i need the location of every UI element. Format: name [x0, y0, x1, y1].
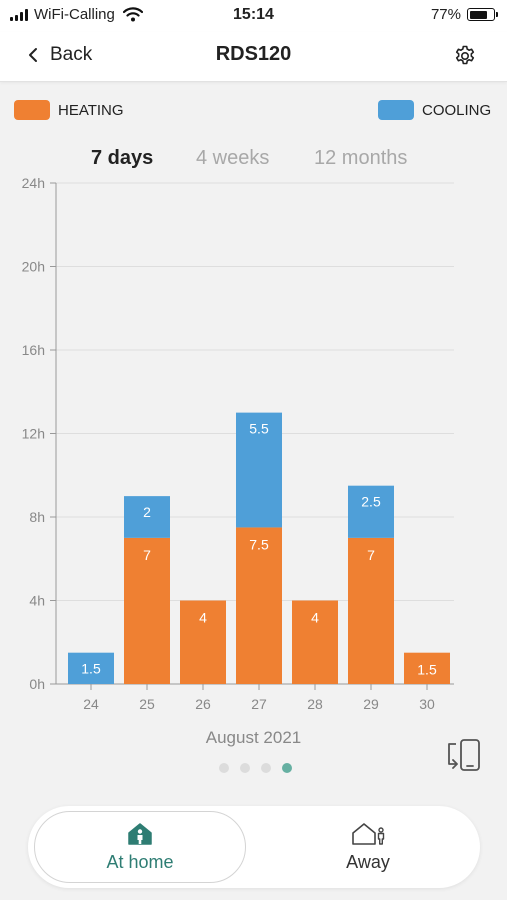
- x-tick-label: 30: [419, 696, 435, 712]
- tab-12-months[interactable]: 12 months: [314, 147, 408, 169]
- carrier-label: WiFi-Calling: [34, 6, 115, 23]
- tab-7-days[interactable]: 7 days: [91, 147, 154, 169]
- page-dot[interactable]: [240, 763, 250, 773]
- page-title: RDS120: [215, 43, 292, 65]
- heating-value-label: 7: [143, 547, 151, 563]
- heating-bar: [236, 527, 282, 684]
- y-tick-label: 20h: [22, 259, 45, 275]
- heating-value-label: 7.5: [249, 536, 269, 552]
- wifi-icon: [122, 7, 143, 22]
- cooling-bar: [68, 652, 114, 684]
- away-label: Away: [346, 851, 390, 872]
- x-tick-label: 29: [363, 696, 379, 712]
- cooling-bar: [236, 412, 282, 528]
- usage-bar-chart: 0h 4h 8h 12h 16h 20h 24h 1.5 24 7 2 25 4 26 7.5 5.5 27 4 2…: [22, 175, 454, 712]
- cooling-swatch: [378, 100, 414, 120]
- page-indicator: [0, 763, 507, 773]
- page-dot[interactable]: [282, 763, 292, 773]
- x-tick-label: 24: [83, 696, 99, 712]
- y-tick-label: 4h: [29, 593, 45, 609]
- y-tick-label: 12h: [22, 426, 45, 442]
- battery-fill: [469, 10, 488, 19]
- heating-bar: [124, 537, 170, 684]
- heating-bar: [348, 537, 394, 684]
- tab-4-weeks[interactable]: 4 weeks: [196, 147, 270, 169]
- heating-swatch: [14, 100, 50, 120]
- gear-icon: [455, 45, 475, 65]
- y-tick-label: 16h: [22, 342, 45, 358]
- at-home-label: At home: [106, 851, 174, 872]
- legend-cooling-label: COOLING: [422, 101, 492, 119]
- status-left: WiFi-Calling: [10, 6, 143, 23]
- home-person-icon: [128, 822, 152, 845]
- status-time: 15:14: [233, 6, 274, 23]
- back-button[interactable]: Back: [28, 44, 92, 66]
- x-tick-label: 26: [195, 696, 211, 712]
- y-tick-label: 0h: [29, 676, 45, 692]
- y-tick-label: 24h: [22, 175, 45, 191]
- y-tick-label: 8h: [29, 509, 45, 525]
- x-tick-label: 27: [251, 696, 267, 712]
- mode-switch: At home Away: [28, 806, 480, 888]
- cooling-value-label: 2: [143, 504, 151, 520]
- status-bar: WiFi-Calling 15:14 77%: [0, 0, 507, 32]
- legend-heating: HEATING: [14, 100, 124, 120]
- heating-bar: [404, 652, 450, 684]
- heating-bar: [292, 600, 338, 684]
- rotate-screen-button[interactable]: [444, 738, 482, 777]
- page-dot[interactable]: [219, 763, 229, 773]
- cooling-bar: [348, 485, 394, 538]
- legend-cooling: COOLING: [378, 100, 491, 120]
- cooling-value-label: 5.5: [249, 421, 269, 437]
- chevron-left-icon: [29, 48, 37, 62]
- cooling-value-label: 2.5: [361, 494, 381, 510]
- nav-bar: Back RDS120: [0, 32, 507, 82]
- heating-value-label: 4: [199, 610, 207, 626]
- period-tabs: 7 days 4 weeks 12 months: [0, 147, 507, 173]
- x-tick-label: 28: [307, 696, 323, 712]
- back-label: Back: [50, 44, 93, 65]
- page-dot[interactable]: [261, 763, 271, 773]
- chart-x-axis-label: August 2021: [205, 728, 302, 747]
- battery-icon: [467, 8, 498, 21]
- heating-bar: [180, 600, 226, 684]
- cooling-value-label: 1.5: [81, 661, 101, 677]
- signal-icon: [10, 8, 28, 21]
- at-home-button[interactable]: At home: [34, 811, 246, 883]
- heating-value-label: 4: [311, 610, 319, 626]
- away-house-icon: [352, 822, 385, 845]
- battery-percent: 77%: [430, 6, 461, 23]
- legend-heating-label: HEATING: [58, 101, 124, 119]
- heating-value-label: 1.5: [417, 662, 437, 678]
- rotate-device-icon: [448, 739, 480, 771]
- heating-value-label: 7: [367, 547, 375, 563]
- status-right: 77%: [430, 6, 498, 23]
- cooling-bar: [124, 496, 170, 538]
- x-tick-label: 25: [139, 696, 155, 712]
- away-button[interactable]: Away: [262, 811, 474, 883]
- settings-button[interactable]: [453, 44, 477, 73]
